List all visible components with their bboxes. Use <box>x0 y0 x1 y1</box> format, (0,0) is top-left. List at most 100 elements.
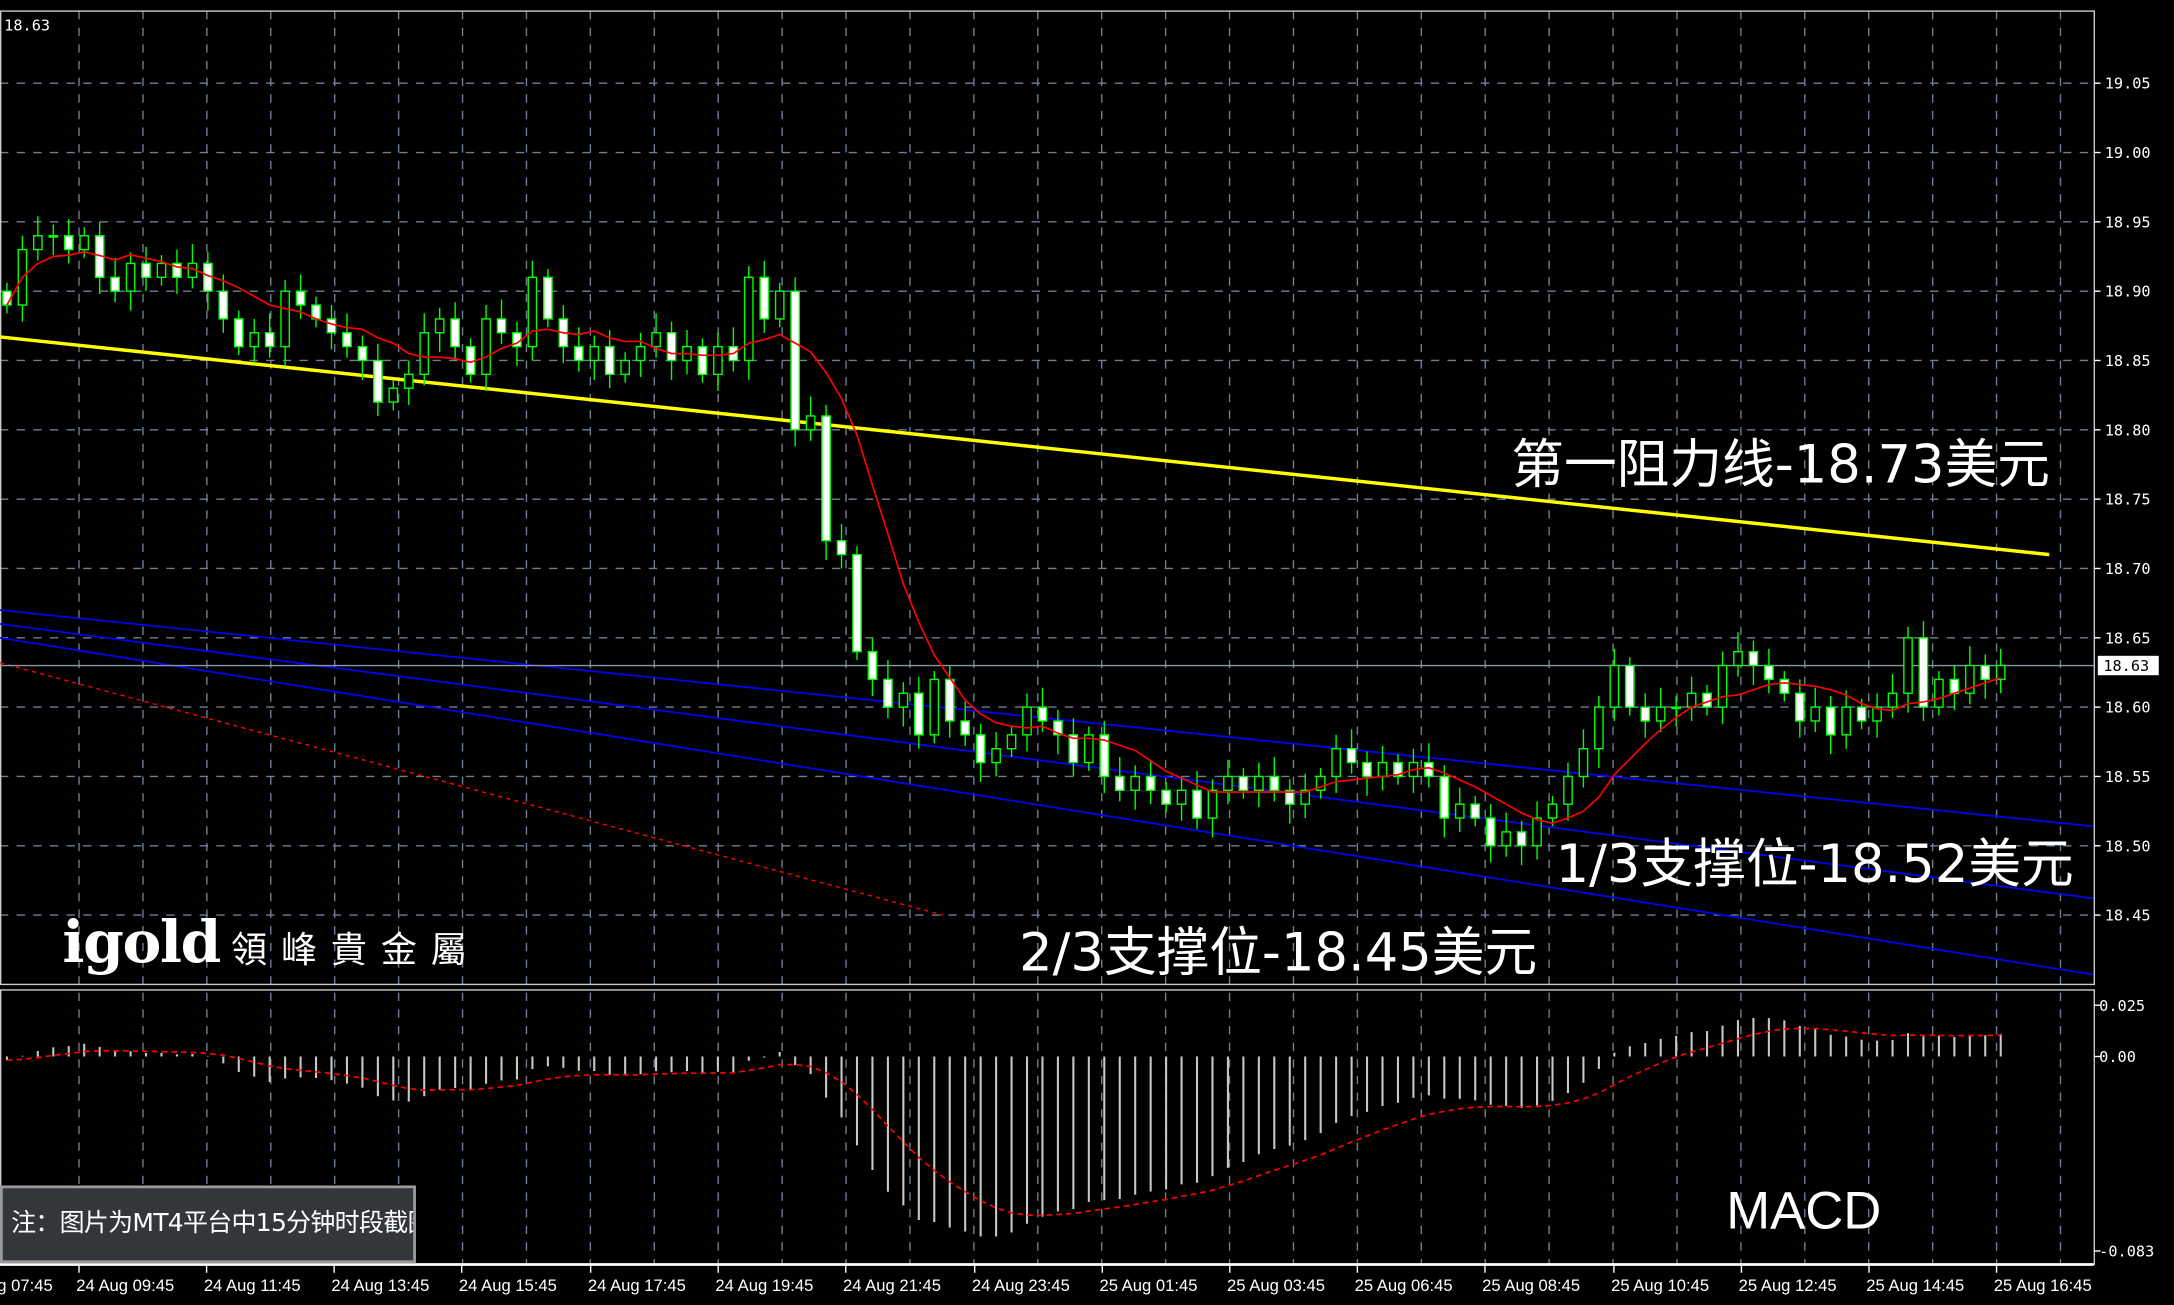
price-tick-label: 18.70 <box>2105 560 2151 578</box>
price-tick-label: 18.95 <box>2105 213 2151 231</box>
candle-body <box>1872 706 1882 722</box>
candle-body <box>1733 650 1743 667</box>
resistance-line <box>0 335 2050 557</box>
candle-body <box>743 276 754 362</box>
candle-body <box>373 359 383 403</box>
time-label: 24 Aug 15:45 <box>459 1276 557 1295</box>
candle-body <box>249 332 260 348</box>
time-label: 25 Aug 16:45 <box>1994 1276 2092 1295</box>
macd-signal-line <box>6 1027 2001 1217</box>
price-tick-label: 18.75 <box>2105 491 2151 509</box>
candle-body <box>852 553 862 653</box>
candle-body <box>1114 775 1125 791</box>
candle-body <box>32 235 43 251</box>
candle-body <box>1547 803 1558 819</box>
candle-body <box>759 276 770 320</box>
candle-body <box>1393 761 1403 778</box>
candle-body <box>991 748 1001 764</box>
candle-body <box>156 262 167 278</box>
candle-body <box>1532 817 1542 847</box>
support-2-3-annotation: 2/3支撑位-18.45美元 <box>1019 922 1538 984</box>
candle-body <box>125 262 136 292</box>
candle-body <box>1099 734 1110 778</box>
candle-body <box>913 692 924 736</box>
time-label: 25 Aug 12:45 <box>1739 1276 1837 1295</box>
candle-body <box>342 332 352 348</box>
price-tick-label: 18.90 <box>2105 283 2151 301</box>
support-1-3-line <box>0 623 2094 900</box>
candle-body <box>929 678 940 736</box>
candle-body <box>1037 706 1048 722</box>
candle-body <box>1934 678 1944 708</box>
price-tick-label: 18.50 <box>2105 837 2151 855</box>
platform-note: 注：图片为MT4平台中15分钟时段截图 <box>0 1185 416 1264</box>
candle-body <box>1006 734 1017 750</box>
candle-body <box>63 235 74 251</box>
candle-body <box>1501 831 1511 847</box>
candle-body <box>1207 789 1218 819</box>
candle-body <box>403 373 414 389</box>
igold-logo: igold 領峰貴金屬 <box>62 908 480 976</box>
candle-body <box>1764 664 1774 681</box>
candle-body <box>1192 789 1202 819</box>
current-price-label: 18.63 <box>2103 657 2149 675</box>
candle-body <box>1594 706 1604 750</box>
time-label: 24 Aug 21:45 <box>843 1276 941 1295</box>
candle-body <box>1995 664 2006 681</box>
candle-body <box>543 276 553 320</box>
candle-body <box>821 415 831 542</box>
candle-body <box>110 276 120 292</box>
candle-body <box>1439 775 1450 819</box>
candle-body <box>867 650 878 681</box>
candle-body <box>1300 789 1311 805</box>
time-label: 25 Aug 08:45 <box>1482 1276 1580 1295</box>
candle-body <box>975 734 986 764</box>
candle-body <box>1949 678 1960 694</box>
time-label: 24 Aug 23:45 <box>972 1276 1070 1295</box>
moving-average-line <box>6 251 2001 825</box>
candle-body <box>774 290 785 320</box>
support-1-3-annotation: 1/3支撑位-18.52美元 <box>1555 833 2074 895</box>
candle-body <box>1346 748 1357 764</box>
candle-body <box>1671 706 1682 710</box>
time-label: 25 Aug 10:45 <box>1611 1276 1709 1295</box>
candle-body <box>419 332 430 376</box>
candle-body <box>1083 734 1094 764</box>
price-tick-label: 19.00 <box>2105 144 2151 162</box>
candle-body <box>1825 706 1836 736</box>
candle-body <box>496 318 507 334</box>
price-tick-label: 18.85 <box>2105 352 2151 370</box>
candle-body <box>898 692 909 708</box>
candle-body <box>713 345 723 376</box>
candle-body <box>1841 706 1852 736</box>
candle-body <box>635 345 646 362</box>
time-label: g 07:45 <box>0 1276 53 1295</box>
time-label: 24 Aug 17:45 <box>588 1276 686 1295</box>
candle-body <box>280 290 290 348</box>
candle-body <box>1284 789 1295 805</box>
candle-body <box>1176 789 1187 805</box>
price-tick-label: 18.60 <box>2105 699 2151 717</box>
price-tick-label: 18.45 <box>2105 907 2151 925</box>
candle-body <box>589 345 600 362</box>
candle-body <box>1624 664 1635 708</box>
candle-body <box>573 345 584 362</box>
candle-body <box>1377 761 1388 778</box>
candle-body <box>1810 706 1821 722</box>
candle-body <box>620 359 631 376</box>
candle-body <box>295 290 306 306</box>
resistance-annotation: 第一阻力线-18.73美元 <box>1511 433 2050 495</box>
candle-body <box>651 332 661 348</box>
candle-body <box>233 318 244 348</box>
candle-body <box>1563 775 1573 805</box>
candle-body <box>604 345 615 376</box>
candle-body <box>1485 817 1496 847</box>
candle-body <box>697 345 708 376</box>
macd-tick-label: 0.025 <box>2099 997 2145 1015</box>
candle-body <box>481 318 491 376</box>
candle-body <box>1161 789 1171 805</box>
candle-body <box>1362 761 1372 778</box>
candle-body <box>1470 803 1481 819</box>
candle-body <box>790 290 801 431</box>
